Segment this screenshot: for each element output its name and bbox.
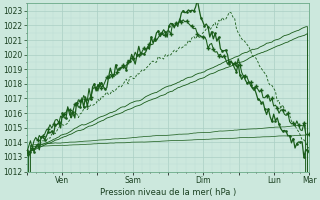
- X-axis label: Pression niveau de la mer( hPa ): Pression niveau de la mer( hPa ): [100, 188, 236, 197]
